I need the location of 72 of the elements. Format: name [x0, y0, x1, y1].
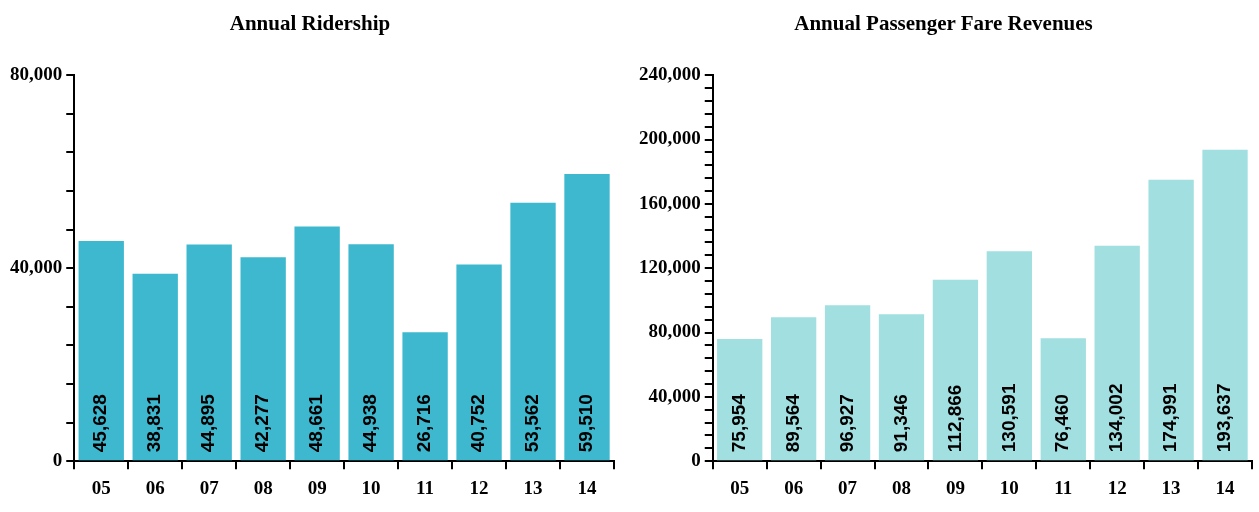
bar	[824, 305, 871, 461]
data-label: 193,637	[1213, 383, 1235, 453]
data-label: 38,831	[143, 393, 165, 453]
data-label: 45,628	[89, 394, 111, 453]
x-tick-label: 14	[1215, 476, 1236, 498]
data-label: 59,510	[575, 394, 597, 453]
x-tick-label: 13	[1161, 476, 1181, 498]
x-tick-label: 08	[891, 476, 911, 498]
y-tick-label: 0	[52, 449, 63, 471]
data-label: 44,895	[197, 393, 219, 453]
bar	[1148, 179, 1194, 461]
bar	[564, 174, 610, 461]
bar	[1094, 245, 1140, 461]
x-tick-label: 05	[730, 476, 750, 498]
data-label: 75,954	[727, 393, 749, 453]
y-tick-label: 80,000	[648, 320, 701, 342]
bar	[456, 264, 502, 461]
data-label: 91,346	[889, 394, 911, 453]
data-label: 130,591	[997, 383, 1019, 453]
data-label: 134,002	[1105, 383, 1127, 453]
x-tick-label: 07	[838, 476, 858, 498]
data-label: 26,716	[413, 394, 435, 453]
data-label: 174,991	[1159, 383, 1181, 453]
data-label: 40,752	[467, 394, 489, 453]
data-label: 44,938	[359, 394, 381, 453]
data-label: 76,460	[1051, 394, 1073, 453]
x-tick-label: 07	[199, 476, 220, 498]
bar	[132, 273, 178, 461]
x-tick-label: 12	[1107, 476, 1127, 498]
bar	[986, 251, 1032, 461]
data-label: 42,277	[251, 394, 273, 453]
y-tick-label: 80,000	[10, 63, 63, 85]
bar	[510, 202, 556, 461]
y-tick-label: 120,000	[639, 256, 701, 278]
y-tick-label: 160,000	[639, 191, 701, 213]
bar	[78, 241, 124, 461]
chart-title: Annual Passenger Fare Revenues	[794, 11, 1093, 36]
x-tick-label: 10	[361, 476, 381, 498]
x-tick-label: 09	[307, 476, 327, 498]
x-tick-label: 11	[416, 476, 435, 498]
data-label: 48,661	[305, 393, 327, 453]
bar	[878, 314, 925, 461]
x-tick-label: 11	[1054, 476, 1073, 498]
bar	[186, 244, 232, 461]
bar	[348, 244, 394, 461]
bar	[1040, 338, 1086, 461]
x-tick-label: 08	[253, 476, 273, 498]
bar	[402, 332, 448, 461]
x-tick-label: 09	[945, 476, 965, 498]
chart-title: Annual Ridership	[229, 11, 391, 36]
y-tick-label: 200,000	[639, 127, 701, 149]
data-label: 112,866	[943, 384, 965, 453]
x-tick-label: 10	[999, 476, 1019, 498]
y-tick-label: 40,000	[10, 256, 63, 278]
bar	[240, 257, 286, 461]
x-tick-label: 14	[577, 476, 598, 498]
bar	[294, 226, 340, 461]
bar	[770, 317, 817, 461]
x-tick-label: 13	[523, 476, 543, 498]
data-label: 96,927	[835, 394, 857, 453]
x-tick-label: 06	[784, 476, 804, 498]
data-label: 53,562	[521, 394, 543, 453]
bar	[1202, 149, 1248, 461]
y-tick-label: 40,000	[648, 384, 701, 406]
bar	[717, 339, 763, 461]
data-label: 89,564	[781, 393, 803, 453]
x-tick-label: 06	[145, 476, 165, 498]
x-tick-label: 12	[469, 476, 489, 498]
y-tick-label: 0	[691, 449, 701, 471]
bar	[932, 279, 979, 461]
y-tick-label: 240,000	[639, 63, 701, 85]
x-tick-label: 05	[91, 476, 111, 498]
